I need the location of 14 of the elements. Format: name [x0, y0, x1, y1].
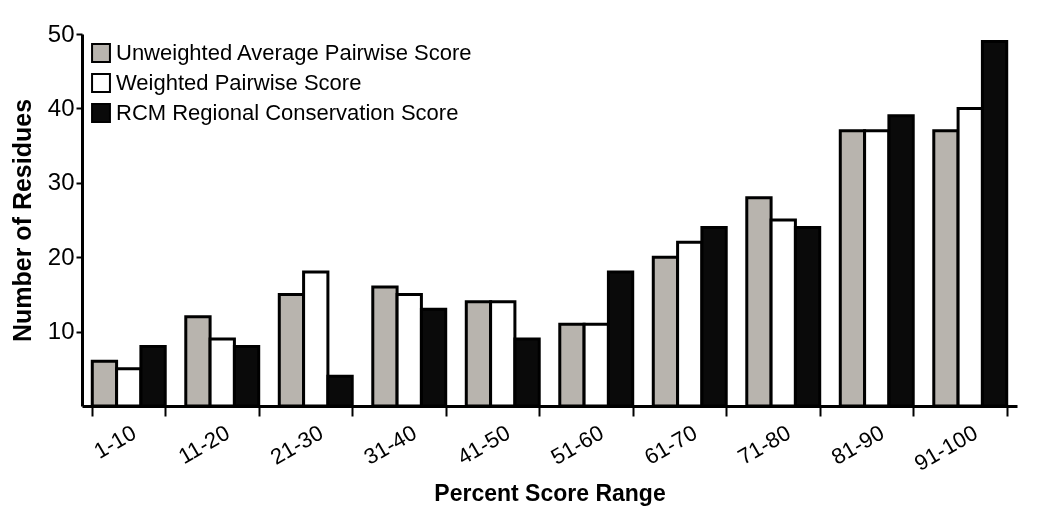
- x-axis-title: Percent Score Range: [434, 479, 666, 506]
- y-tick-label: 10: [47, 317, 75, 345]
- legend-label: Weighted Pairwise Score: [116, 70, 362, 95]
- y-tick-label: 20: [47, 242, 75, 270]
- legend-label: RCM Regional Conservation Score: [116, 100, 459, 125]
- x-tick-label: 1-10: [89, 419, 141, 464]
- y-tick-label: 50: [47, 19, 75, 47]
- legend-label: Unweighted Average Pairwise Score: [116, 40, 472, 65]
- y-axis-title: Number of Residues: [7, 98, 36, 343]
- x-tick-label: 71-80: [733, 419, 795, 470]
- y-tick-label: 40: [47, 93, 75, 121]
- y-tick-label: 30: [47, 168, 75, 196]
- x-tick-label: 41-50: [453, 419, 515, 470]
- x-tick-label: 61-70: [640, 419, 702, 470]
